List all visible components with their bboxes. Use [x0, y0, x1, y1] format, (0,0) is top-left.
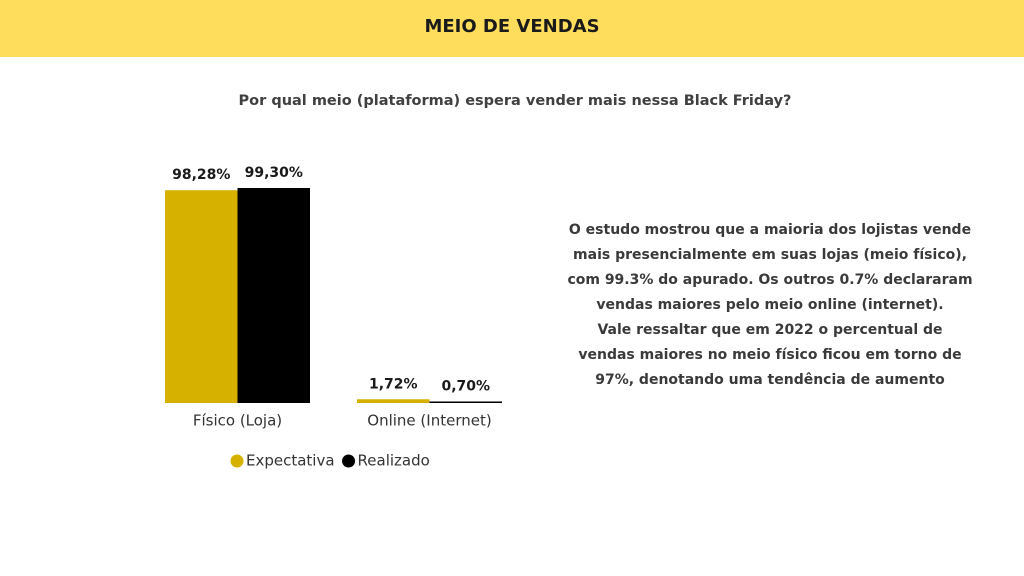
description-line: mais presencialmente em suas lojas (meio… — [573, 247, 967, 263]
legend-label: Realizado — [358, 452, 430, 470]
value-label: 98,28% — [172, 167, 230, 183]
description-line: vendas maiores pelo meio online (interne… — [596, 297, 943, 313]
chart-title: Por qual meio (plataforma) espera vender… — [239, 93, 792, 109]
header-band — [0, 0, 1024, 57]
description-line: O estudo mostrou que a maioria dos lojis… — [569, 222, 971, 238]
description-line: vendas maiores no meio físico ficou em t… — [578, 347, 961, 363]
header-title: MEIO DE VENDAS — [424, 16, 599, 37]
bar — [237, 188, 310, 403]
bar — [357, 399, 430, 403]
legend-swatch — [342, 454, 356, 468]
bar — [429, 401, 502, 403]
description-line: Vale ressaltar que em 2022 o percentual … — [597, 322, 942, 338]
value-label: 1,72% — [369, 376, 418, 392]
legend-label: Expectativa — [246, 452, 335, 470]
x-tick-label: Online (Internet) — [367, 412, 491, 430]
x-tick-label: Físico (Loja) — [193, 412, 282, 430]
legend-swatch — [230, 454, 244, 468]
description-line: 97%, denotando uma tendência de aumento — [595, 372, 945, 388]
bar — [165, 190, 238, 403]
value-label: 99,30% — [245, 165, 303, 181]
description-line: com 99.3% do apurado. Os outros 0.7% dec… — [567, 272, 972, 288]
value-label: 0,70% — [441, 378, 490, 394]
